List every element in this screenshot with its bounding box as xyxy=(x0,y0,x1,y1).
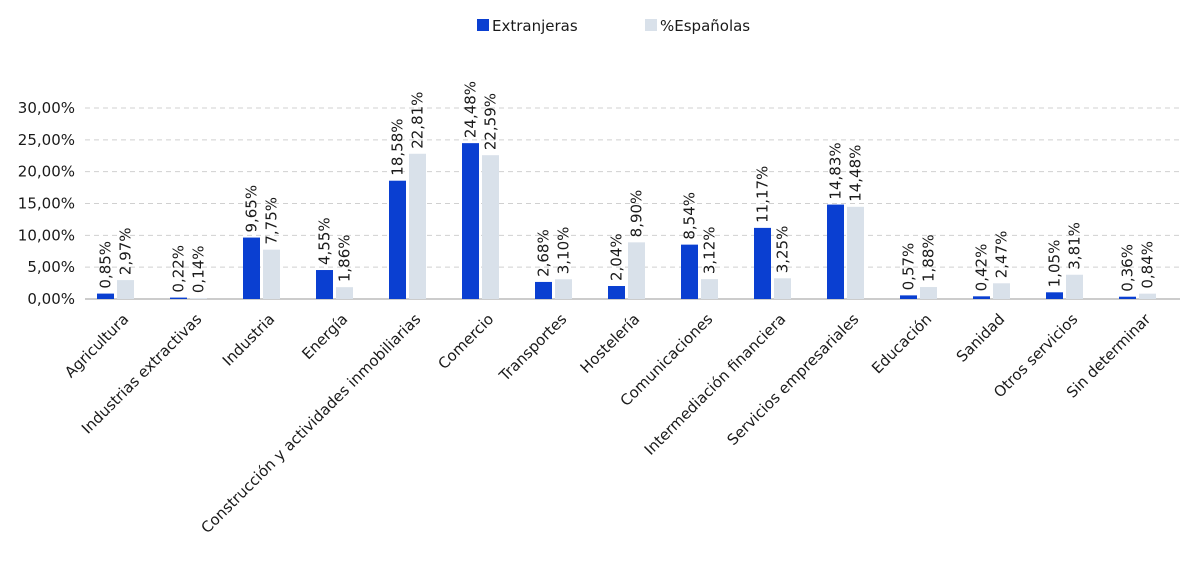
y-tick-label: 10,00% xyxy=(18,226,75,244)
data-label: 9,65% xyxy=(243,185,261,233)
bar-extranjeras xyxy=(316,270,333,299)
bar-espanolas xyxy=(920,287,937,299)
category-label: Sanidad xyxy=(953,310,1009,366)
bar-extranjeras xyxy=(681,244,698,299)
data-label: 1,05% xyxy=(1046,240,1064,288)
bar-extranjeras xyxy=(97,293,114,299)
bar-espanolas xyxy=(482,155,499,299)
bar-espanolas xyxy=(409,153,426,299)
bar-espanolas xyxy=(1139,293,1156,299)
data-label: 2,68% xyxy=(535,229,553,277)
category-label: Hostelería xyxy=(577,310,644,377)
data-label: 22,81% xyxy=(409,92,427,149)
data-label: 2,04% xyxy=(608,233,626,281)
bar-extranjeras xyxy=(535,281,552,299)
data-label: 0,22% xyxy=(170,245,188,293)
y-tick-label: 0,00% xyxy=(27,290,75,308)
category-label: Servicios empresariales xyxy=(724,310,863,449)
category-label: Educación xyxy=(868,310,935,377)
category-label: Energía xyxy=(298,310,351,363)
bar-espanolas xyxy=(847,206,864,299)
bar-extranjeras xyxy=(900,295,917,299)
bar-espanolas xyxy=(628,242,645,299)
bar-espanolas xyxy=(336,287,353,299)
data-label: 4,55% xyxy=(316,217,334,265)
data-label: 0,36% xyxy=(1119,244,1137,292)
category-label: Transportes xyxy=(495,310,570,385)
bar-extranjeras xyxy=(973,296,990,299)
legend-label-extranjeras: Extranjeras xyxy=(492,17,578,35)
data-label: 8,90% xyxy=(628,190,646,238)
y-tick-label: 30,00% xyxy=(18,99,75,117)
category-label: Industrias extractivas xyxy=(78,310,205,437)
category-label: Agricultura xyxy=(61,310,132,381)
bar-espanolas xyxy=(1066,274,1083,299)
data-label: 0,42% xyxy=(973,244,991,292)
data-label: 0,57% xyxy=(900,243,918,291)
data-label: 2,97% xyxy=(117,227,135,275)
bar-extranjeras xyxy=(1046,292,1063,299)
bar-extranjeras xyxy=(827,204,844,299)
data-label: 14,83% xyxy=(827,142,845,199)
bar-espanolas xyxy=(993,283,1010,299)
bar-extranjeras xyxy=(608,286,625,299)
bar-espanolas xyxy=(774,278,791,299)
bar-extranjeras xyxy=(389,180,406,299)
bar-espanolas xyxy=(555,279,572,299)
data-label: 18,58% xyxy=(389,119,407,176)
category-label: Industria xyxy=(219,310,279,370)
data-label: 3,25% xyxy=(774,226,792,274)
category-label: Intermediación financiera xyxy=(641,310,790,459)
bar-extranjeras xyxy=(1119,296,1136,299)
y-tick-label: 25,00% xyxy=(18,131,75,149)
bar-espanolas xyxy=(263,249,280,299)
bar-extranjeras xyxy=(243,237,260,299)
data-label: 3,12% xyxy=(701,226,719,274)
data-label: 24,48% xyxy=(462,81,480,138)
y-tick-label: 20,00% xyxy=(18,163,75,181)
y-tick-label: 15,00% xyxy=(18,195,75,213)
y-tick-label: 5,00% xyxy=(27,258,75,276)
category-label: Comercio xyxy=(434,310,497,373)
bar-extranjeras xyxy=(462,143,479,299)
bar-espanolas xyxy=(190,298,207,299)
data-label: 0,85% xyxy=(97,241,115,289)
data-label: 1,88% xyxy=(920,234,938,282)
data-label: 2,47% xyxy=(993,231,1011,279)
data-label: 3,10% xyxy=(555,227,573,275)
legend-label-espanolas: %Españolas xyxy=(660,17,750,35)
data-label: 8,54% xyxy=(681,192,699,240)
data-label: 14,48% xyxy=(847,145,865,202)
bar-espanolas xyxy=(117,280,134,299)
data-label: 0,14% xyxy=(190,245,208,293)
bar-espanolas xyxy=(701,279,718,299)
legend-swatch-espanolas xyxy=(645,19,657,31)
data-label: 7,75% xyxy=(263,197,281,245)
data-label: 1,86% xyxy=(336,235,354,283)
bar-extranjeras xyxy=(170,297,187,299)
data-label: 3,81% xyxy=(1066,222,1084,270)
data-label: 0,84% xyxy=(1139,241,1157,289)
data-label: 22,59% xyxy=(482,93,500,150)
data-label: 11,17% xyxy=(754,166,772,223)
bar-extranjeras xyxy=(754,227,771,299)
legend-swatch-extranjeras xyxy=(477,19,489,31)
